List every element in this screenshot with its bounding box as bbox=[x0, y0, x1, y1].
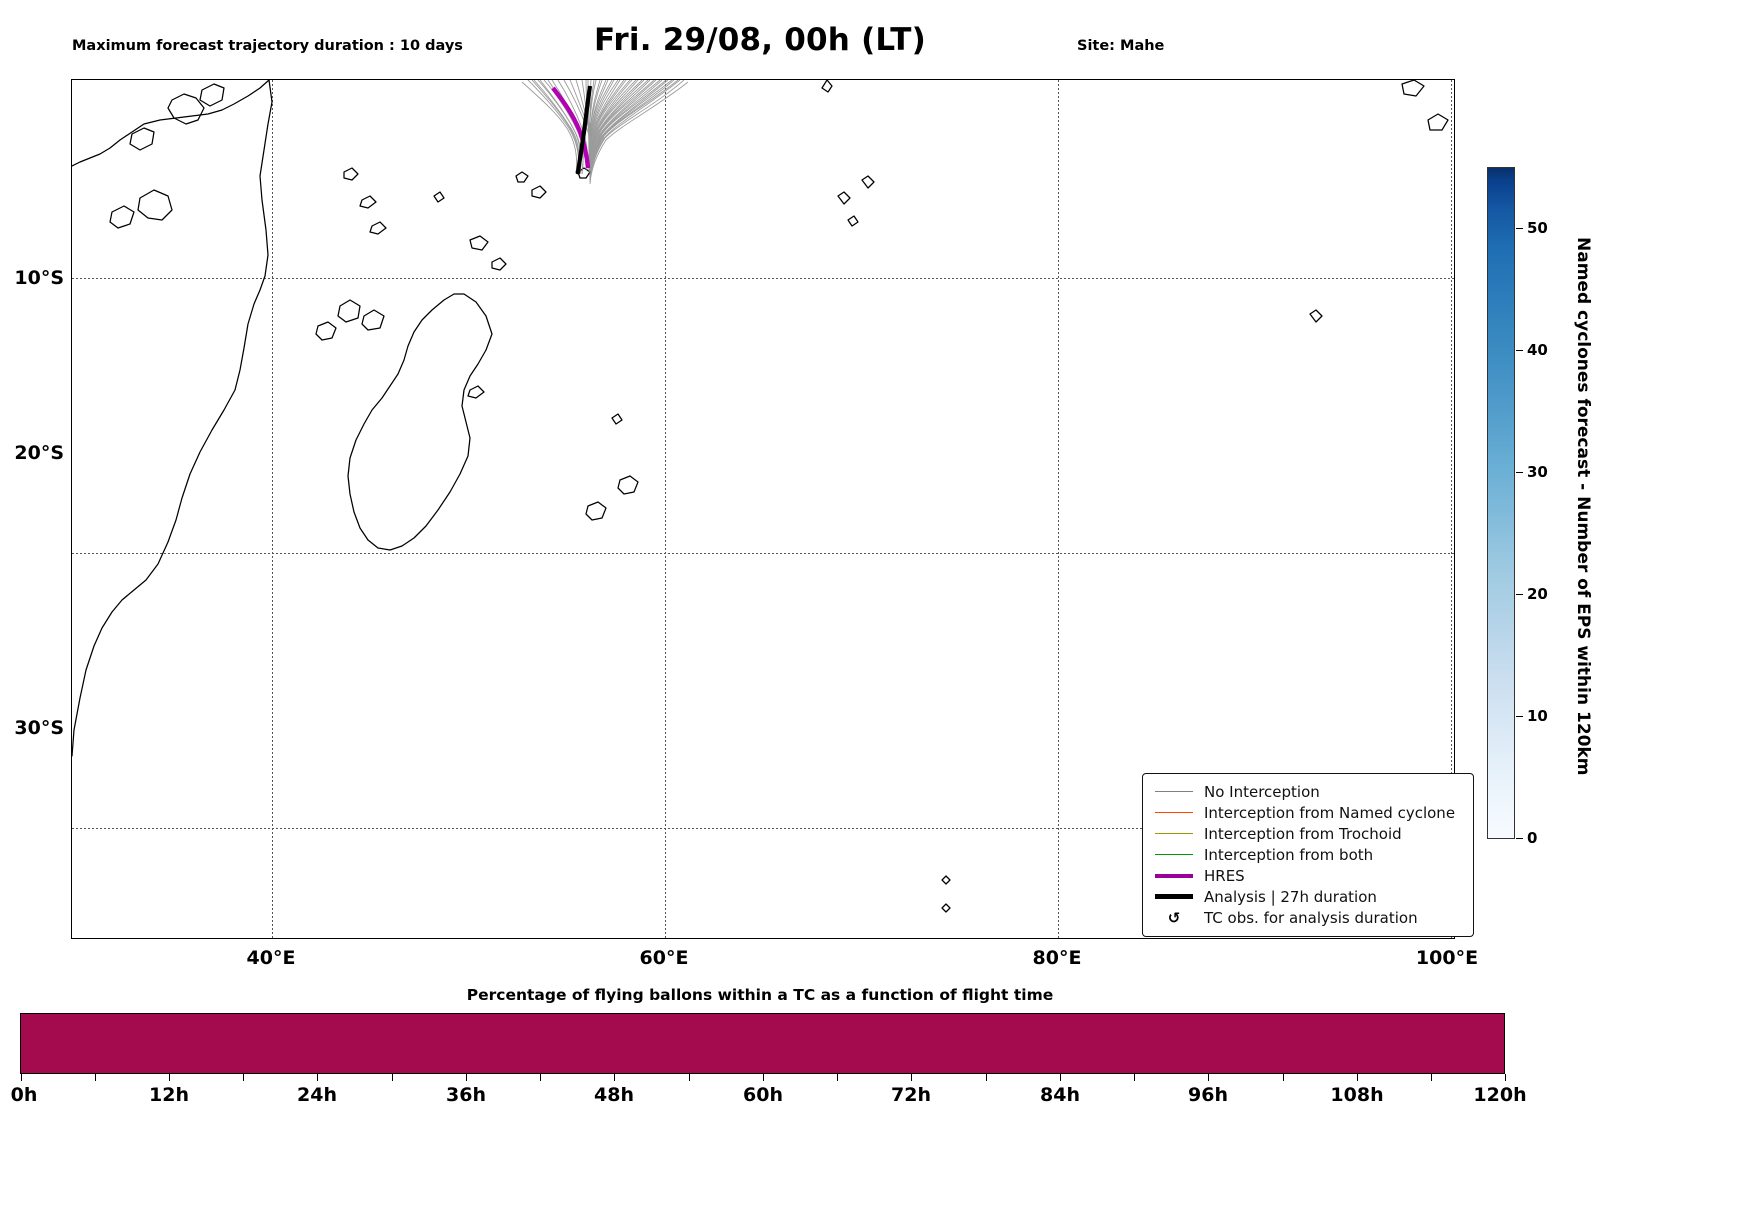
colorbar-tick-20 bbox=[1516, 594, 1523, 595]
colorbar-ticklabel-10: 10 bbox=[1527, 707, 1548, 725]
map-legend[interactable]: No Interception Interception from Named … bbox=[1142, 773, 1474, 937]
legend-swatch-hres bbox=[1152, 873, 1196, 878]
pct-label-36h: 36h bbox=[446, 1084, 486, 1106]
pct-label-24h: 24h bbox=[297, 1084, 337, 1106]
colorbar-tick-10 bbox=[1516, 716, 1523, 717]
pct-tick-114 bbox=[1431, 1074, 1432, 1081]
pct-label-0h: 0h bbox=[10, 1084, 38, 1106]
pct-tick-48 bbox=[614, 1074, 615, 1081]
pct-label-108h: 108h bbox=[1330, 1084, 1384, 1106]
cyclone-icon: ↺ bbox=[1152, 909, 1196, 927]
gridline-lat-20s bbox=[72, 553, 1454, 554]
percentage-bar-fill bbox=[21, 1014, 1504, 1073]
trajectory-layer bbox=[521, 80, 689, 185]
x-tick-label-80e: 80°E bbox=[1032, 947, 1082, 969]
pct-tick-66 bbox=[837, 1074, 838, 1081]
site-line: Site: Mahe bbox=[1077, 38, 1165, 55]
colorbar-ticklabel-30: 30 bbox=[1527, 463, 1548, 481]
gridline-lon-80 bbox=[1058, 80, 1059, 938]
colorbar-ticklabel-0: 0 bbox=[1527, 829, 1538, 847]
legend-item-no-interception[interactable]: No Interception bbox=[1152, 781, 1464, 802]
pct-label-12h: 12h bbox=[149, 1084, 189, 1106]
colorbar-ticklabel-50: 50 bbox=[1527, 219, 1548, 237]
gridline-lon-100 bbox=[1451, 80, 1452, 938]
hres-trajectory bbox=[551, 86, 591, 169]
pct-label-72h: 72h bbox=[891, 1084, 931, 1106]
header-left-line-1: Maximum forecast trajectory duration : 1… bbox=[72, 38, 463, 55]
legend-swatch-analysis bbox=[1152, 894, 1196, 899]
pct-tick-6 bbox=[95, 1074, 96, 1081]
legend-label-named-cyclone: Interception from Named cyclone bbox=[1204, 803, 1456, 822]
pct-tick-54 bbox=[689, 1074, 690, 1081]
pct-tick-24 bbox=[317, 1074, 318, 1081]
analysis-trajectory bbox=[575, 85, 593, 173]
pct-label-96h: 96h bbox=[1188, 1084, 1228, 1106]
page-title: Fri. 29/08, 00h (LT) bbox=[594, 22, 926, 58]
colorbar-title: Named cyclones forecast - Number of EPS … bbox=[1573, 236, 1593, 776]
pct-label-120h: 120h bbox=[1473, 1084, 1527, 1106]
x-tick-label-40e: 40°E bbox=[246, 947, 296, 969]
legend-swatch-no-interception bbox=[1152, 791, 1196, 792]
pct-label-48h: 48h bbox=[594, 1084, 634, 1106]
legend-item-hres[interactable]: HRES bbox=[1152, 865, 1464, 886]
cyclone-icon-glyph: ↺ bbox=[1167, 908, 1181, 927]
pct-tick-90 bbox=[1134, 1074, 1135, 1081]
colorbar-container: 0 10 20 30 40 50 bbox=[1487, 167, 1548, 847]
pct-tick-30 bbox=[392, 1074, 393, 1081]
y-tick-label-10s: 10°S bbox=[14, 267, 64, 289]
x-tick-label-100e: 100°E bbox=[1415, 947, 1479, 969]
legend-label-analysis: Analysis | 27h duration bbox=[1204, 887, 1377, 906]
legend-item-trochoid[interactable]: Interception from Trochoid bbox=[1152, 823, 1464, 844]
gridline-lon-60 bbox=[665, 80, 666, 938]
colorbar-ticklabel-20: 20 bbox=[1527, 585, 1548, 603]
colorbar-tick-40 bbox=[1516, 350, 1523, 351]
y-tick-label-20s: 20°S bbox=[14, 442, 64, 464]
x-tick-label-60e: 60°E bbox=[639, 947, 689, 969]
eps-trajectories bbox=[521, 80, 689, 185]
legend-label-trochoid: Interception from Trochoid bbox=[1204, 824, 1402, 843]
pct-tick-108 bbox=[1357, 1074, 1358, 1081]
pct-tick-84 bbox=[1060, 1074, 1061, 1081]
pct-label-84h: 84h bbox=[1040, 1084, 1080, 1106]
legend-item-analysis[interactable]: Analysis | 27h duration bbox=[1152, 886, 1464, 907]
legend-label-tc-obs: TC obs. for analysis duration bbox=[1204, 908, 1418, 927]
coastline-layer bbox=[72, 80, 1449, 913]
pct-tick-72 bbox=[911, 1074, 912, 1081]
legend-label-both: Interception from both bbox=[1204, 845, 1374, 864]
colorbar-ticklabel-40: 40 bbox=[1527, 341, 1548, 359]
percentage-bar-title: Percentage of flying ballons within a TC… bbox=[466, 986, 1054, 1004]
legend-label-hres: HRES bbox=[1204, 866, 1245, 885]
pct-tick-60 bbox=[763, 1074, 764, 1081]
gridline-lat-10s bbox=[72, 278, 1454, 279]
gridline-lat-30s bbox=[72, 828, 1454, 829]
pct-tick-78 bbox=[986, 1074, 987, 1081]
pct-tick-36 bbox=[466, 1074, 467, 1081]
legend-item-both[interactable]: Interception from both bbox=[1152, 844, 1464, 865]
pct-tick-102 bbox=[1283, 1074, 1284, 1081]
pct-tick-18 bbox=[243, 1074, 244, 1081]
legend-swatch-both bbox=[1152, 854, 1196, 855]
colorbar-gradient bbox=[1487, 167, 1515, 839]
pct-tick-96 bbox=[1208, 1074, 1209, 1081]
legend-label-no-interception: No Interception bbox=[1204, 782, 1320, 801]
colorbar-tick-0 bbox=[1516, 838, 1523, 839]
legend-item-tc-obs[interactable]: ↺ TC obs. for analysis duration bbox=[1152, 907, 1464, 928]
percentage-bar[interactable] bbox=[20, 1013, 1505, 1074]
launch-point-marker bbox=[575, 169, 581, 175]
y-tick-label-30s: 30°S bbox=[14, 717, 64, 739]
colorbar-tick-50 bbox=[1516, 228, 1523, 229]
pct-tick-120 bbox=[1505, 1074, 1506, 1081]
legend-swatch-trochoid bbox=[1152, 833, 1196, 834]
pct-tick-12 bbox=[169, 1074, 170, 1081]
colorbar-tick-30 bbox=[1516, 472, 1523, 473]
pct-tick-0 bbox=[21, 1074, 22, 1081]
legend-item-named-cyclone[interactable]: Interception from Named cyclone bbox=[1152, 802, 1464, 823]
legend-swatch-named-cyclone bbox=[1152, 812, 1196, 813]
gridline-lon-40 bbox=[272, 80, 273, 938]
pct-label-60h: 60h bbox=[743, 1084, 783, 1106]
pct-tick-42 bbox=[540, 1074, 541, 1081]
